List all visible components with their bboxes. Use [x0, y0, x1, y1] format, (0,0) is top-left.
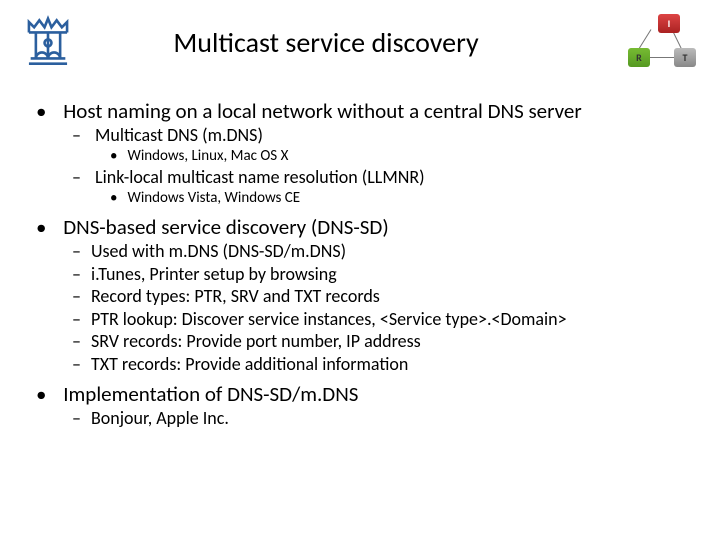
bullet-text: i.Tunes, Printer setup by browsing — [91, 263, 337, 285]
bullet-text: PTR lookup: Discover service instances, … — [91, 308, 567, 330]
node-t-icon: T — [674, 48, 696, 67]
list-item: Used with m.DNS (DNS-SD/m.DNS) — [72, 240, 690, 263]
bullet-text: Windows, Linux, Mac OS X — [127, 147, 288, 165]
node-label: I — [668, 17, 671, 30]
list-item: Bonjour, Apple Inc. — [72, 407, 690, 430]
node-r-icon: R — [628, 48, 650, 67]
node-i-icon: I — [658, 14, 680, 33]
slide-body: Host naming on a local network without a… — [0, 74, 720, 430]
list-item: DNS-based service discovery (DNS-SD) Use… — [30, 214, 690, 375]
bullet-list-lvl3: Windows, Linux, Mac OS X — [110, 147, 690, 167]
bullet-list-lvl2: Used with m.DNS (DNS-SD/m.DNS) i.Tunes, … — [72, 240, 690, 375]
list-item: TXT records: Provide additional informat… — [72, 353, 690, 376]
list-item: Windows, Linux, Mac OS X — [110, 147, 690, 167]
bullet-text: TXT records: Provide additional informat… — [91, 353, 408, 375]
list-item: Link-local multicast name resolution (LL… — [72, 166, 690, 208]
bullet-list-lvl3: Windows Vista, Windows CE — [110, 189, 690, 209]
bullet-text: Host naming on a local network without a… — [63, 98, 581, 124]
node-label: T — [683, 51, 688, 64]
list-item: Multicast DNS (m.DNS) Windows, Linux, Ma… — [72, 124, 690, 166]
bullet-text: Used with m.DNS (DNS-SD/m.DNS) — [91, 240, 346, 262]
bullet-text: Windows Vista, Windows CE — [127, 189, 300, 207]
list-item: PTR lookup: Discover service instances, … — [72, 308, 690, 331]
bullet-text: SRV records: Provide port number, IP add… — [91, 330, 421, 352]
bullet-text: Link-local multicast name resolution (LL… — [95, 166, 425, 188]
list-item: Record types: PTR, SRV and TXT records — [72, 285, 690, 308]
bullet-text: Bonjour, Apple Inc. — [91, 407, 229, 429]
list-item: SRV records: Provide port number, IP add… — [72, 330, 690, 353]
bullet-text: Implementation of DNS-SD/m.DNS — [63, 381, 358, 407]
list-item: Windows Vista, Windows CE — [110, 189, 690, 209]
list-item: i.Tunes, Printer setup by browsing — [72, 263, 690, 286]
node-label: R — [636, 51, 642, 64]
irt-graph-logo: I R T — [608, 14, 698, 70]
slide-title: Multicast service discovery — [74, 25, 608, 60]
bullet-text: DNS-based service discovery (DNS-SD) — [63, 214, 388, 240]
bullet-list-lvl2: Multicast DNS (m.DNS) Windows, Linux, Ma… — [72, 124, 690, 208]
bullet-list-lvl2: Bonjour, Apple Inc. — [72, 407, 690, 430]
bullet-text: Record types: PTR, SRV and TXT records — [91, 285, 380, 307]
bullet-text: Multicast DNS (m.DNS) — [95, 124, 263, 146]
list-item: Host naming on a local network without a… — [30, 98, 690, 208]
list-item: Implementation of DNS-SD/m.DNS Bonjour, … — [30, 381, 690, 430]
slide-header: Multicast service discovery I R T — [0, 0, 720, 74]
columbia-crown-logo — [22, 15, 74, 69]
bullet-list-lvl1: Host naming on a local network without a… — [30, 98, 690, 430]
